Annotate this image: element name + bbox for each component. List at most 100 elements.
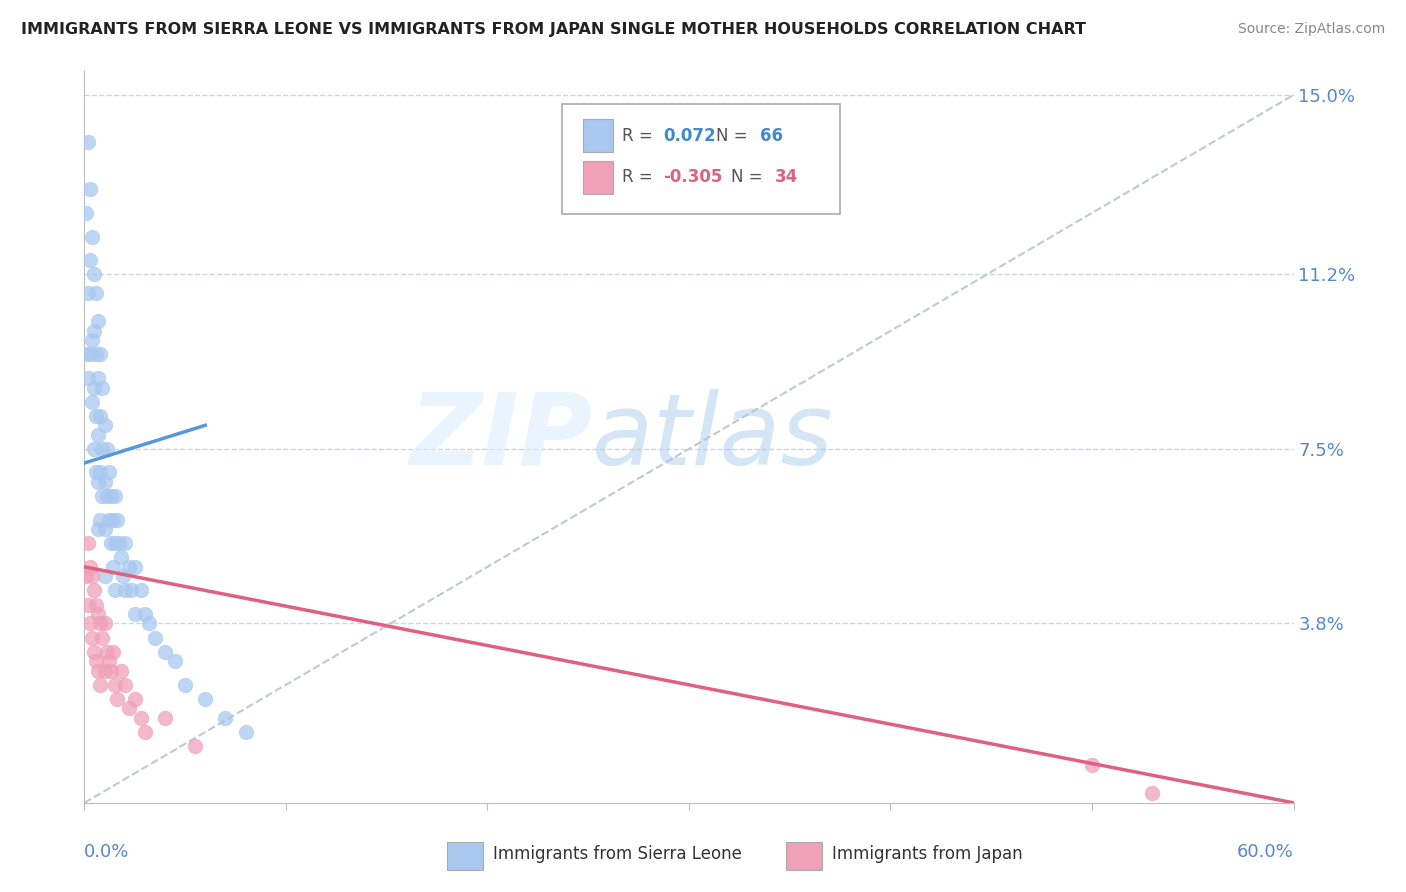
Point [114, 536, 136, 550]
Point [86, 286, 108, 301]
Point [111, 569, 134, 583]
Point [120, 583, 142, 598]
Point [87, 427, 110, 442]
Point [91, 631, 114, 645]
Point [77, 598, 100, 612]
Point [101, 559, 124, 574]
Point [96, 645, 118, 659]
Point [100, 664, 122, 678]
Text: N =: N = [731, 169, 768, 186]
Point [93, 569, 115, 583]
Text: Source: ZipAtlas.com: Source: ZipAtlas.com [1237, 22, 1385, 37]
Point [93, 664, 115, 678]
Point [124, 607, 146, 621]
Point [91, 380, 114, 394]
Point [75, 347, 97, 361]
Point [107, 536, 129, 550]
Point [153, 711, 176, 725]
Point [1081, 758, 1104, 772]
Text: N =: N = [716, 127, 752, 145]
Point [114, 678, 136, 692]
Text: R =: R = [623, 127, 658, 145]
Text: Immigrants from Sierra Leone: Immigrants from Sierra Leone [494, 845, 742, 863]
Point [104, 678, 127, 692]
Point [194, 692, 217, 706]
Point [83, 583, 105, 598]
Point [86, 466, 108, 480]
Point [110, 664, 132, 678]
Point [83, 380, 105, 394]
Point [89, 466, 111, 480]
Point [105, 513, 128, 527]
Point [86, 347, 108, 361]
Point [114, 583, 136, 598]
Text: IMMIGRANTS FROM SIERRA LEONE VS IMMIGRANTS FROM JAPAN SINGLE MOTHER HOUSEHOLDS C: IMMIGRANTS FROM SIERRA LEONE VS IMMIGRAN… [21, 22, 1085, 37]
Point [104, 583, 127, 598]
Point [79, 616, 101, 631]
Point [110, 550, 132, 565]
Point [75, 569, 97, 583]
Point [77, 536, 100, 550]
Point [87, 607, 110, 621]
Bar [786, 842, 823, 870]
Point [100, 489, 122, 503]
Point [91, 489, 114, 503]
Point [96, 442, 118, 456]
Point [118, 559, 141, 574]
Point [143, 631, 166, 645]
Bar [582, 161, 613, 194]
Point [124, 692, 146, 706]
Point [1142, 786, 1164, 800]
Point [97, 654, 120, 668]
Point [104, 536, 127, 550]
Point [89, 513, 111, 527]
Text: atlas: atlas [592, 389, 834, 485]
Text: 60.0%: 60.0% [1237, 843, 1294, 861]
Point [82, 394, 104, 409]
Point [104, 489, 127, 503]
Point [118, 701, 141, 715]
Point [93, 475, 115, 489]
Point [87, 664, 110, 678]
Point [93, 522, 115, 536]
Point [129, 711, 152, 725]
Point [174, 678, 197, 692]
Point [83, 267, 105, 281]
Point [100, 536, 122, 550]
Point [87, 314, 110, 328]
Point [77, 371, 100, 385]
Point [82, 569, 104, 583]
Point [86, 409, 108, 423]
Point [96, 489, 118, 503]
Point [93, 616, 115, 631]
Point [138, 616, 160, 631]
Point [89, 616, 111, 631]
Point [124, 559, 146, 574]
Text: 0.0%: 0.0% [84, 843, 129, 861]
Point [83, 324, 105, 338]
Point [87, 522, 110, 536]
Point [89, 347, 111, 361]
Point [101, 513, 124, 527]
Text: -0.305: -0.305 [664, 169, 723, 186]
Text: 66: 66 [761, 127, 783, 145]
Point [105, 692, 128, 706]
Point [79, 559, 101, 574]
Point [93, 418, 115, 433]
Text: Immigrants from Japan: Immigrants from Japan [831, 845, 1022, 863]
Point [87, 475, 110, 489]
Point [235, 725, 257, 739]
Point [134, 607, 156, 621]
Point [153, 645, 176, 659]
Bar [582, 120, 613, 153]
Point [77, 135, 100, 149]
Point [214, 711, 236, 725]
Point [134, 725, 156, 739]
Point [97, 513, 120, 527]
Point [82, 631, 104, 645]
Point [79, 182, 101, 196]
Text: 34: 34 [775, 169, 799, 186]
Point [77, 286, 100, 301]
Point [75, 206, 97, 220]
Point [87, 371, 110, 385]
